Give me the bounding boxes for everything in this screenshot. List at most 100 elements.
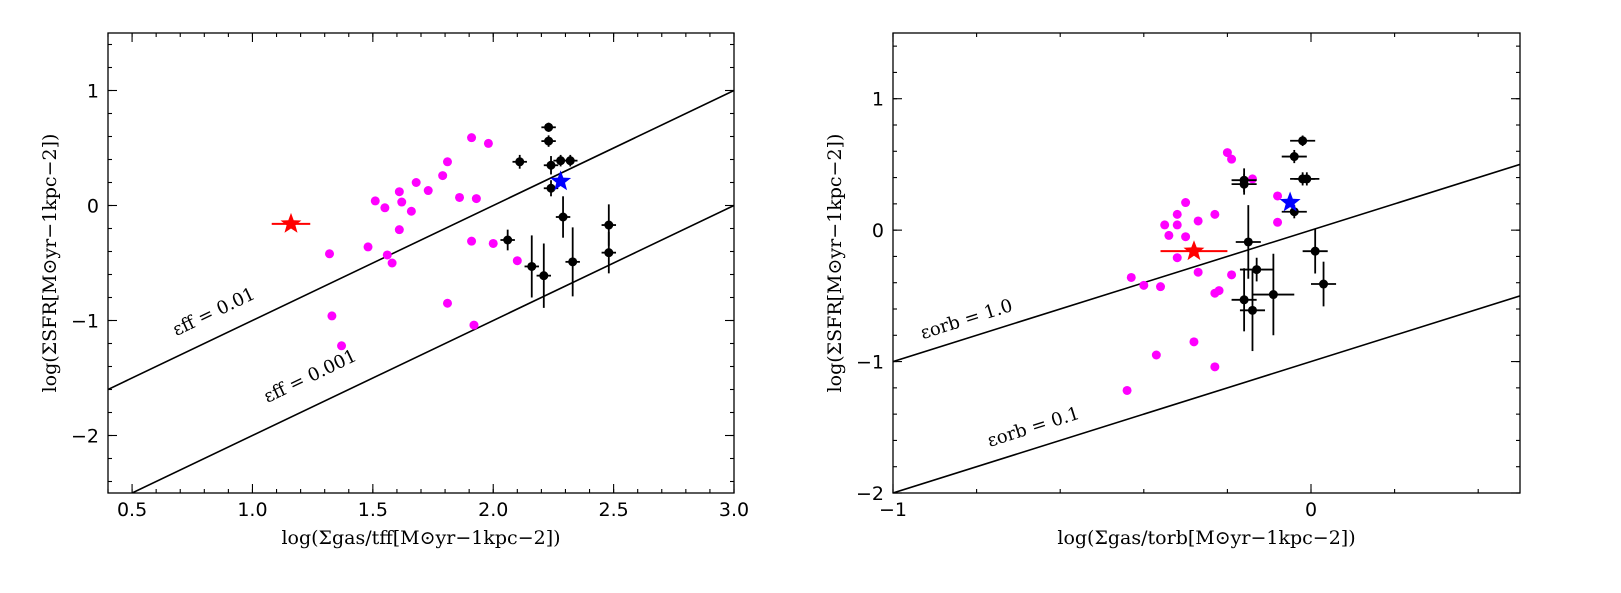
magenta-data-point xyxy=(380,203,390,213)
magenta-data-point xyxy=(1160,220,1170,230)
black-data-point xyxy=(546,160,556,170)
magenta-data-point xyxy=(442,298,452,308)
x-tick-label: 1.5 xyxy=(358,499,388,521)
magenta-data-point xyxy=(1227,270,1237,280)
magenta-data-point xyxy=(1172,209,1182,219)
black-data-point xyxy=(544,122,554,132)
x-tick-label: 3.0 xyxy=(719,499,749,521)
efficiency-line-label: εff = 0.01 xyxy=(169,284,258,341)
black-data-point xyxy=(539,271,549,281)
magenta-data-point xyxy=(325,249,335,259)
y-tick-label: −1 xyxy=(71,311,99,333)
blue-star-marker xyxy=(1279,191,1301,212)
magenta-data-point xyxy=(1193,216,1203,226)
y-tick-label: 1 xyxy=(872,89,884,111)
magenta-data-point xyxy=(455,192,465,202)
magenta-data-point xyxy=(438,171,448,181)
efficiency-line-label: εorb = 0.1 xyxy=(985,403,1082,452)
magenta-data-point xyxy=(382,250,392,260)
magenta-data-point xyxy=(387,258,397,268)
magenta-data-point xyxy=(1151,350,1161,360)
black-data-point xyxy=(1298,136,1308,146)
black-data-point xyxy=(1247,305,1257,315)
black-data-point xyxy=(565,156,575,166)
magenta-data-point xyxy=(471,194,481,204)
magenta-data-point xyxy=(1210,362,1220,372)
magenta-data-point xyxy=(1181,198,1191,208)
magenta-data-point xyxy=(370,196,380,206)
black-data-point xyxy=(1239,295,1249,305)
magenta-data-point xyxy=(1122,385,1132,395)
black-data-point xyxy=(546,183,556,193)
x-tick-label: 1.0 xyxy=(237,499,267,521)
black-data-point xyxy=(604,220,614,230)
black-data-point xyxy=(544,136,554,146)
x-tick-label: 2.0 xyxy=(478,499,508,521)
black-data-point xyxy=(556,156,566,166)
black-data-point xyxy=(558,212,568,222)
magenta-data-point xyxy=(1193,267,1203,277)
magenta-data-point xyxy=(488,238,498,248)
magenta-data-point xyxy=(337,341,347,351)
magenta-data-point xyxy=(469,320,479,330)
y-tick-label: 1 xyxy=(87,81,99,103)
blue-star-marker xyxy=(550,170,572,191)
magenta-data-point xyxy=(1214,286,1224,296)
magenta-data-point xyxy=(483,138,493,148)
black-data-point xyxy=(1302,174,1312,184)
y-axis-label: log(ΣSFR[M⊙yr−1kpc−2]) xyxy=(824,134,846,393)
y-axis-label: log(ΣSFR[M⊙yr−1kpc−2]) xyxy=(39,134,61,393)
efficiency-line xyxy=(108,89,734,391)
black-data-point xyxy=(568,257,578,267)
magenta-data-point xyxy=(423,186,433,196)
magenta-data-point xyxy=(467,236,477,246)
black-data-point xyxy=(1289,207,1299,217)
magenta-data-point xyxy=(1126,272,1136,282)
magenta-data-point xyxy=(394,187,404,197)
black-data-point xyxy=(1289,152,1299,162)
black-data-point xyxy=(1252,265,1262,275)
magenta-data-point xyxy=(467,133,477,143)
plot-area xyxy=(108,89,734,493)
magenta-data-point xyxy=(327,311,337,321)
black-data-point xyxy=(604,248,614,258)
black-data-point xyxy=(1243,237,1253,247)
efficiency-line-label: εff = 0.001 xyxy=(261,345,360,407)
x-axis-label: log(Σgas/torb[M⊙yr−1kpc−2]) xyxy=(1057,527,1355,549)
efficiency-line xyxy=(130,204,734,493)
y-tick-label: −1 xyxy=(856,352,884,374)
y-tick-label: −2 xyxy=(71,426,99,448)
magenta-data-point xyxy=(406,206,416,216)
magenta-data-point xyxy=(1273,191,1283,201)
x-tick-label: 2.5 xyxy=(599,499,629,521)
black-data-point xyxy=(515,157,525,167)
magenta-data-point xyxy=(1181,232,1191,242)
y-tick-label: 0 xyxy=(872,220,884,242)
magenta-data-point xyxy=(397,197,407,207)
efficiency-line xyxy=(893,163,1520,363)
efficiency-line xyxy=(893,295,1520,493)
x-tick-label: −1 xyxy=(879,499,907,521)
magenta-data-point xyxy=(1273,217,1283,227)
magenta-data-point xyxy=(363,242,373,252)
black-data-point xyxy=(1239,179,1249,189)
black-data-point xyxy=(1319,279,1329,289)
black-data-point xyxy=(503,235,513,245)
magenta-data-point xyxy=(1164,230,1174,240)
y-tick-label: 0 xyxy=(87,196,99,218)
x-tick-label: 0.5 xyxy=(117,499,147,521)
magenta-data-point xyxy=(442,157,452,167)
magenta-data-point xyxy=(411,178,421,187)
magenta-data-point xyxy=(1189,337,1199,347)
magenta-data-point xyxy=(512,256,522,266)
magenta-data-point xyxy=(1172,220,1182,230)
plot-area xyxy=(893,135,1520,493)
red-star-marker xyxy=(280,212,302,233)
y-tick-label: −2 xyxy=(856,483,884,505)
black-data-point xyxy=(527,261,537,271)
x-tick-label: 0 xyxy=(1305,499,1317,521)
magenta-data-point xyxy=(1156,282,1166,292)
